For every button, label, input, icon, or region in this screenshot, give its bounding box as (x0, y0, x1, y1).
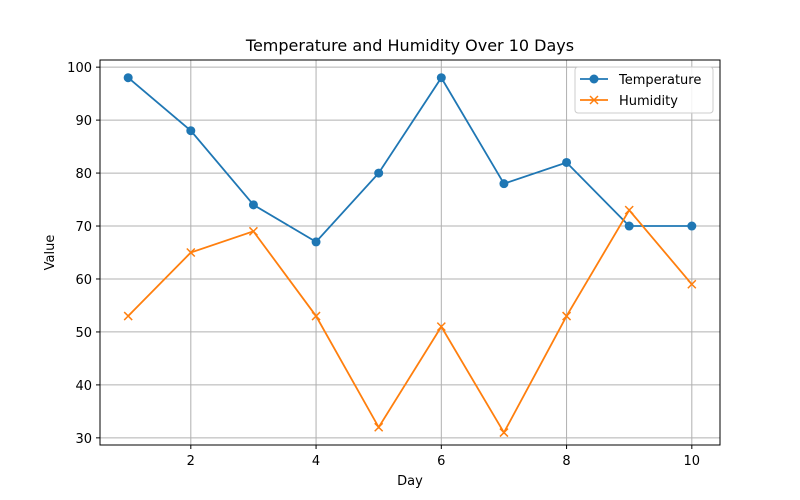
legend-item-humidity: Humidity (580, 94, 678, 109)
y-tick-label: 90 (75, 114, 92, 129)
humidity-point (499, 428, 509, 438)
plot-frame (99, 59, 721, 446)
temperature-line (127, 76, 692, 244)
grid (100, 60, 720, 445)
x-tick-label: 8 (562, 454, 570, 469)
series-layer (123, 73, 697, 438)
y-tick-label: 40 (75, 379, 92, 394)
humidity-point (311, 311, 321, 321)
legend-marker (589, 74, 599, 84)
chart-title: Temperature and Humidity Over 10 Days (245, 36, 574, 55)
y-tick-label: 30 (75, 432, 92, 447)
temperature-point (248, 200, 258, 210)
y-tick-label: 100 (67, 61, 92, 76)
y-tick-label: 50 (75, 326, 92, 341)
legend-marker (589, 95, 599, 105)
axis-ticks: 2 4 6 8 10 30 40 50 60 70 80 90 100 (67, 61, 700, 469)
temperature-point (499, 179, 509, 189)
humidity-line (127, 208, 693, 435)
temperature-series (123, 73, 697, 247)
temperature-point (123, 73, 133, 83)
temperature-point (687, 221, 697, 231)
humidity-series (123, 205, 697, 438)
temperature-point (436, 73, 446, 83)
y-tick-label: 80 (75, 167, 92, 182)
y-tick-label: 60 (75, 273, 92, 288)
x-tick-label: 6 (437, 454, 445, 469)
humidity-point (624, 205, 634, 215)
legend-box (574, 66, 714, 114)
y-axis-label: Value (43, 235, 58, 271)
y-tick-label: 70 (75, 220, 92, 235)
humidity-point (374, 422, 384, 432)
x-axis-label: Day (397, 474, 423, 489)
x-tick-label: 4 (312, 454, 320, 469)
legend-item-temperature: Temperature (580, 73, 701, 88)
temperature-point (186, 126, 196, 136)
humidity-point (687, 279, 697, 289)
temperature-point (624, 221, 634, 231)
temperature-point (374, 168, 384, 178)
humidity-point (562, 311, 572, 321)
x-tick-label: 2 (187, 454, 195, 469)
legend-label: Temperature (618, 73, 701, 88)
humidity-point (123, 311, 133, 321)
legend-label: Humidity (619, 94, 678, 109)
temperature-point (311, 237, 321, 247)
humidity-point (248, 226, 258, 236)
x-tick-label: 10 (684, 454, 701, 469)
humidity-point (436, 322, 446, 332)
legend: Temperature Humidity (574, 66, 714, 114)
temperature-point (562, 157, 572, 167)
humidity-point (186, 247, 196, 258)
